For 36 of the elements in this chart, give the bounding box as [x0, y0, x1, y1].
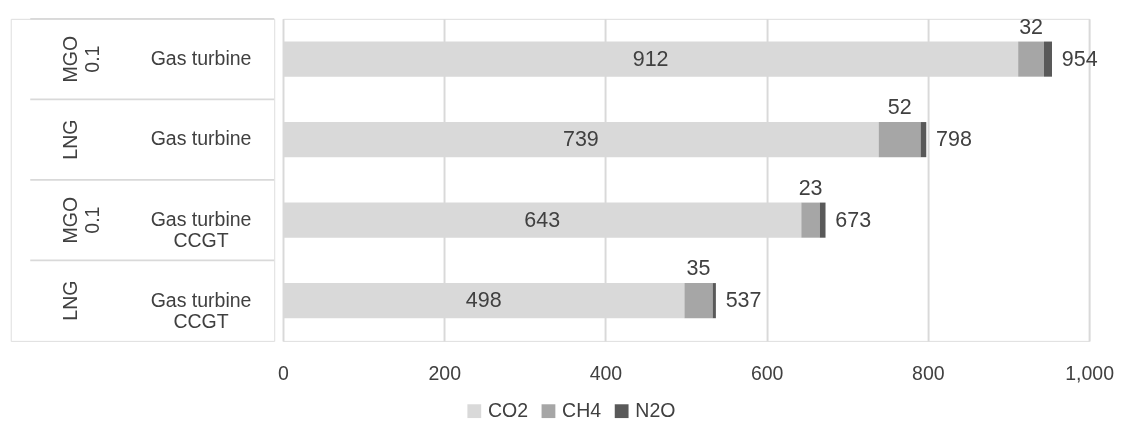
y-tick-label: Gas turbine [150, 46, 252, 69]
text: LNG [59, 119, 82, 160]
x-tick-label: 600 [750, 362, 784, 385]
x-tick-label: 1,000 [1065, 362, 1115, 385]
y-tick-label: Gas turbine CCGT [150, 207, 252, 252]
x-tick-label: 200 [428, 362, 462, 385]
y-tick-label: Gas turbine CCGT [150, 288, 252, 332]
bar [684, 283, 713, 319]
data-label: 739 [562, 127, 599, 152]
bar [819, 202, 826, 238]
bar [801, 202, 820, 238]
total-label: 798 [936, 127, 972, 152]
text: MGO 0.1 [59, 196, 103, 244]
y-tick-label: Gas turbine [150, 127, 252, 150]
data-label: 52 [887, 95, 912, 120]
bar [1018, 41, 1044, 77]
text: LNG [59, 280, 82, 321]
data-label: 35 [686, 256, 711, 281]
x-tick-label: 400 [589, 362, 623, 385]
text: MGO 0.1 [59, 35, 103, 83]
data-label: 643 [524, 207, 561, 232]
bar [878, 122, 921, 158]
bar [1043, 41, 1053, 77]
bar [712, 283, 716, 319]
total-label: 537 [725, 288, 762, 313]
legend-label: N2O [635, 399, 676, 422]
legend-label: CH4 [562, 399, 602, 422]
total-label: 673 [835, 207, 872, 232]
x-tick-label: 800 [912, 362, 945, 385]
x-tick-label: 0 [278, 362, 290, 385]
data-label: 32 [1019, 14, 1044, 39]
data-label: 23 [798, 175, 823, 200]
data-label: 498 [465, 288, 502, 313]
legend-label: CO2 [487, 399, 529, 422]
data-label: 912 [632, 46, 669, 71]
total-label: 954 [1061, 46, 1098, 71]
